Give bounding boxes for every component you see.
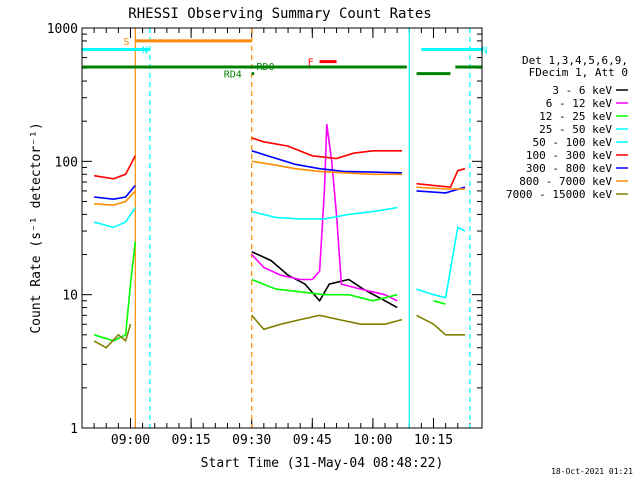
y-tick-label: 1 bbox=[70, 422, 78, 437]
series-line-5 bbox=[416, 167, 466, 189]
plot-frame bbox=[81, 27, 483, 429]
legend-entry-label: 800 - 7000 keV bbox=[519, 175, 612, 188]
y-tick-label: 10 bbox=[62, 289, 78, 304]
series-line-7 bbox=[94, 190, 136, 206]
legend-entry-label: 50 - 100 keV bbox=[533, 136, 613, 149]
series-line-7 bbox=[416, 186, 465, 190]
x-tick-label: 09:15 bbox=[172, 433, 211, 448]
series-line-5 bbox=[251, 137, 402, 160]
y-tick-label: 1000 bbox=[47, 22, 78, 37]
mode-bar-label: N bbox=[142, 45, 148, 56]
series-line-3 bbox=[251, 206, 398, 220]
legend-entry-label: 3 - 6 keV bbox=[552, 84, 612, 97]
series-line-6 bbox=[94, 184, 136, 201]
chart-title: RHESSI Observing Summary Count Rates bbox=[128, 6, 431, 22]
series-line-3 bbox=[416, 226, 466, 299]
mode-bar-label: F bbox=[308, 58, 314, 69]
legend-entry-label: 12 - 25 keV bbox=[539, 110, 612, 123]
mode-bar-label: RD0 bbox=[257, 62, 275, 73]
y-axis-label: Count Rate (s⁻¹ detector⁻¹) bbox=[29, 122, 44, 333]
legend-entry-label: 6 - 12 keV bbox=[546, 97, 613, 110]
x-tick-label: 09:30 bbox=[232, 433, 271, 448]
series-line-8 bbox=[93, 323, 132, 349]
x-tick-label: 10:15 bbox=[414, 433, 453, 448]
series-line-2 bbox=[251, 278, 398, 302]
legend-entry-label: 7000 - 15000 keV bbox=[506, 188, 612, 201]
legend-entry-label: 100 - 300 keV bbox=[526, 149, 612, 162]
legend-header: Det 1,3,4,5,6,9, bbox=[522, 54, 628, 67]
date-stamp: 18-Oct-2021 01:21 bbox=[551, 467, 633, 476]
x-tick-label: 10:00 bbox=[353, 433, 392, 448]
mode-bar-label: S bbox=[123, 37, 129, 48]
series-line-3 bbox=[93, 207, 136, 229]
series-line-8 bbox=[416, 314, 465, 336]
series-line-2 bbox=[93, 241, 137, 342]
series-line-7 bbox=[251, 160, 402, 176]
x-axis-label: Start Time (31-May-04 08:48:22) bbox=[201, 456, 444, 471]
legend-entry-label: 300 - 800 keV bbox=[526, 162, 612, 175]
x-tick-label: 09:45 bbox=[293, 433, 332, 448]
mode-bar-label: RD4 bbox=[224, 70, 242, 81]
series-line-2 bbox=[433, 300, 446, 305]
series-line-8 bbox=[251, 314, 403, 331]
y-tick-label: 100 bbox=[55, 155, 78, 170]
series-line-6 bbox=[251, 150, 403, 174]
series-line-5 bbox=[93, 155, 137, 180]
series-line-0 bbox=[251, 250, 398, 309]
legend-header: FDecim 1, Att 0 bbox=[529, 66, 628, 79]
legend-entry-label: 25 - 50 keV bbox=[539, 123, 612, 136]
mode-bar-label: N bbox=[481, 45, 487, 56]
x-tick-label: 09:00 bbox=[111, 433, 150, 448]
